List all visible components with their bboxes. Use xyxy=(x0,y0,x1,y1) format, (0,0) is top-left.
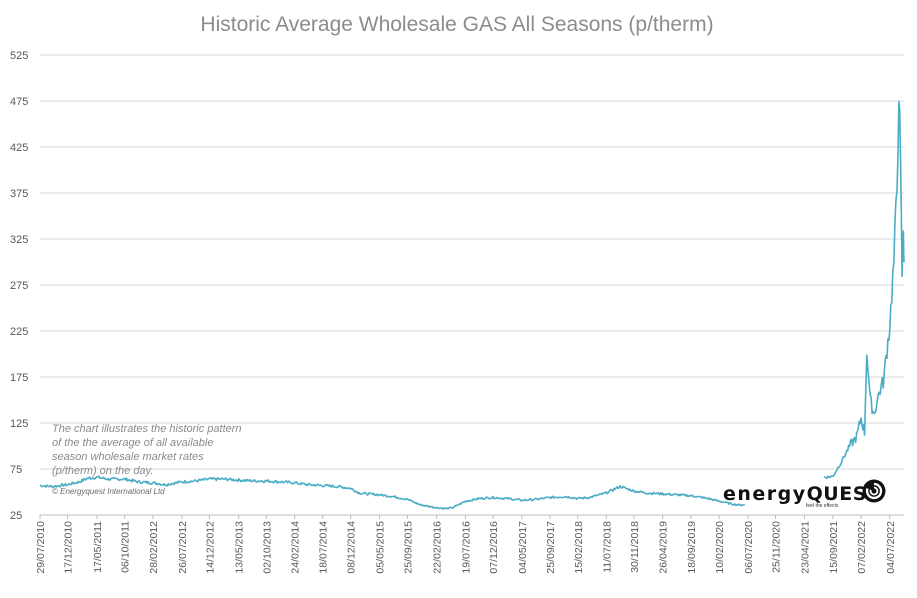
y-tick-label: 25 xyxy=(10,510,22,522)
x-tick-label: 15/09/2021 xyxy=(828,521,840,574)
x-tick-label: 25/09/2015 xyxy=(402,521,414,574)
logo-tagline: feel the effects xyxy=(806,503,839,509)
x-tick-label: 13/05/2013 xyxy=(234,521,246,574)
x-tick-label: 22/02/2016 xyxy=(432,521,444,574)
annotation-line: The chart illustrates the historic patte… xyxy=(52,423,242,435)
x-tick-label: 07/02/2022 xyxy=(856,521,868,574)
y-tick-label: 225 xyxy=(10,326,28,338)
x-tick-label: 18/09/2019 xyxy=(686,521,698,574)
x-tick-label: 25/11/2020 xyxy=(771,521,783,573)
x-tick-label: 05/05/2015 xyxy=(374,521,386,574)
x-tick-label: 18/07/2014 xyxy=(318,521,330,574)
x-tick-label: 10/02/2020 xyxy=(714,521,726,574)
x-tick-label: 17/05/2011 xyxy=(92,521,104,573)
x-axis: 29/07/2010 17/12/2010 17/05/2011 06/10/2011… xyxy=(35,515,897,574)
y-tick-label: 175 xyxy=(10,372,28,384)
y-tick-label: 325 xyxy=(10,234,28,246)
series-line xyxy=(39,475,745,510)
chart-annotation: The chart illustrates the historic patte… xyxy=(52,423,242,477)
x-tick-label: 26/04/2019 xyxy=(658,521,670,574)
x-tick-label: 17/12/2010 xyxy=(62,521,74,574)
chart-title: Historic Average Wholesale GAS All Seaso… xyxy=(200,13,713,36)
y-tick-label: 425 xyxy=(10,142,28,154)
x-tick-label: 25/09/2017 xyxy=(545,521,557,574)
y-tick-label: 525 xyxy=(10,50,28,62)
logo-swirl-icon xyxy=(862,479,886,503)
x-tick-label: 15/02/2018 xyxy=(573,521,585,574)
x-tick-label: 06/10/2011 xyxy=(120,521,132,573)
annotation-line: (p/therm) on the day. xyxy=(52,465,153,477)
energyquest-logo: energyQUEST feel the effects xyxy=(723,479,886,509)
x-tick-label: 08/12/2014 xyxy=(346,521,358,574)
x-tick-label: 07/12/2016 xyxy=(488,521,500,574)
copyright-text: © Energyquest International Ltd xyxy=(52,487,165,496)
x-tick-label: 11/07/2018 xyxy=(601,521,613,573)
x-tick-label: 23/04/2021 xyxy=(800,521,812,574)
y-tick-label: 125 xyxy=(10,418,28,430)
gridlines xyxy=(40,54,904,516)
y-tick-label: 375 xyxy=(10,188,28,200)
y-tick-label: 475 xyxy=(10,96,28,108)
x-tick-label: 06/07/2020 xyxy=(743,521,755,574)
x-tick-label: 28/02/2012 xyxy=(148,521,160,574)
logo-wordmark: energyQUEST xyxy=(723,483,880,505)
logo-word-quest: QUEST xyxy=(807,483,881,505)
x-tick-label: 02/10/2013 xyxy=(261,521,273,574)
series-group xyxy=(39,100,905,510)
x-tick-label: 04/07/2022 xyxy=(885,521,897,574)
x-tick-label: 30/11/2018 xyxy=(629,521,641,573)
x-tick-label: 19/07/2016 xyxy=(460,521,472,574)
annotation-line: of the the average of all available xyxy=(52,437,213,449)
x-tick-label: 26/07/2012 xyxy=(177,521,189,574)
x-tick-label: 29/07/2010 xyxy=(35,521,47,574)
y-axis: 25 75 125 175 225 275 325 375 425 475 525 xyxy=(10,50,28,522)
y-tick-label: 275 xyxy=(10,280,28,292)
x-tick-label: 04/05/2017 xyxy=(517,521,529,574)
x-tick-label: 14/12/2012 xyxy=(204,521,216,574)
series-line xyxy=(824,100,905,480)
y-tick-label: 75 xyxy=(10,464,22,476)
annotation-line: season wholesale market rates xyxy=(52,451,204,463)
logo-word-energy: energy xyxy=(723,483,807,505)
x-tick-label: 24/02/2014 xyxy=(290,521,302,574)
